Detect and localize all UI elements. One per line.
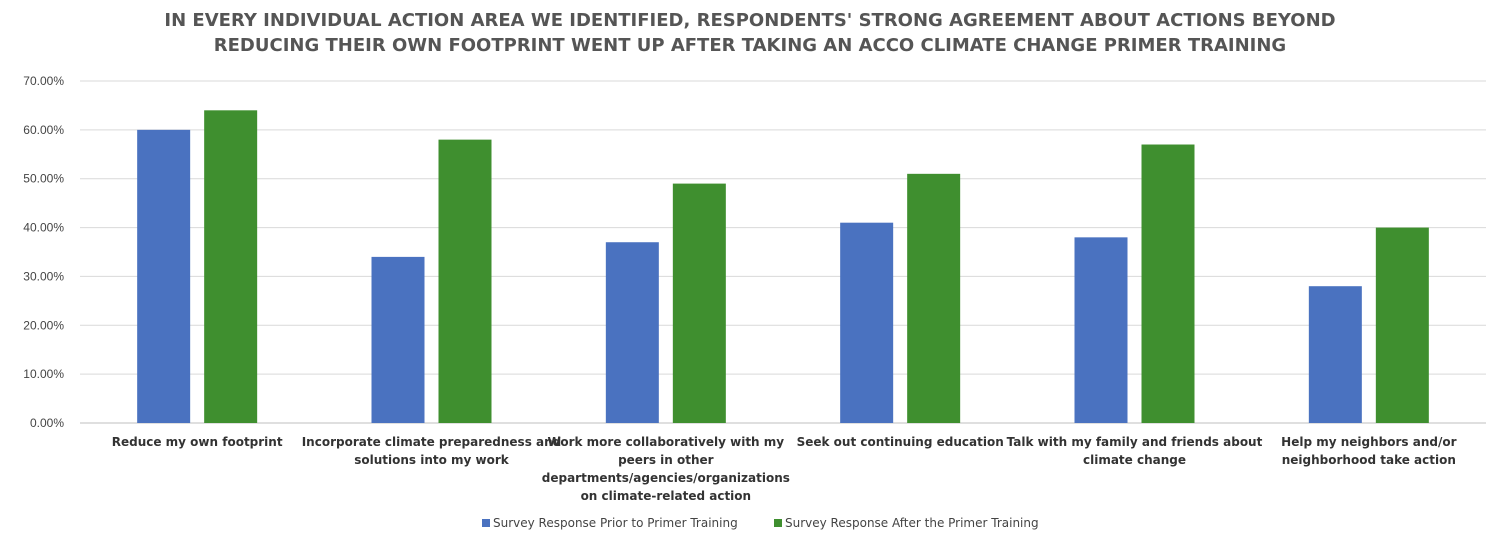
y-tick-label: 70.00% [23,74,64,88]
bar [1375,227,1429,423]
y-tick-label: 30.00% [23,269,64,283]
gridlines [80,80,1486,424]
y-tick-label: 10.00% [23,367,64,381]
bar [605,242,659,423]
bar [672,183,726,423]
bars [137,110,1429,424]
bar [1074,237,1128,423]
bar [137,129,191,423]
legend-swatch [774,519,782,527]
y-axis-ticks: 0.00% 10.00% 20.00% 30.00% 40.00% 50.00% 60.00… [23,74,64,430]
bar [1141,144,1195,423]
x-category-label: Reduce my own footprint [112,435,283,449]
y-tick-label: 50.00% [23,172,64,186]
legend: Survey Response Prior to Primer Training… [482,516,1039,530]
legend-label: Survey Response After the Primer Trainin… [785,516,1039,530]
bar [371,256,425,423]
chart-title: IN EVERY INDIVIDUAL ACTION AREA WE IDENT… [0,8,1500,58]
chart-title-line-1: IN EVERY INDIVIDUAL ACTION AREA WE IDENT… [164,10,1336,31]
legend-swatch [482,519,490,527]
x-category-label: Help my neighbors and/or neighborhood tak… [1281,435,1456,467]
x-category-label: Seek out continuing education [797,435,1004,449]
y-tick-label: 20.00% [23,318,64,332]
y-tick-label: 0.00% [30,416,64,430]
y-tick-label: 40.00% [23,221,64,235]
bar [1308,286,1362,423]
y-tick-label: 60.00% [23,123,64,137]
x-category-label: Talk with my family and friends about cli… [1007,435,1263,467]
x-category-label: Incorporate climate preparedness and solu… [302,435,562,467]
legend-label: Survey Response Prior to Primer Training [493,516,738,530]
chart-title-line-2: REDUCING THEIR OWN FOOTPRINT WENT UP AFT… [213,35,1287,56]
bar [840,222,894,423]
x-category-label: Work more collaboratively with my peers i… [542,435,790,503]
bar [907,173,961,423]
bar [204,110,258,424]
x-axis-categories: Reduce my own footprint Incorporate clima… [112,435,1457,503]
bar [438,139,492,423]
